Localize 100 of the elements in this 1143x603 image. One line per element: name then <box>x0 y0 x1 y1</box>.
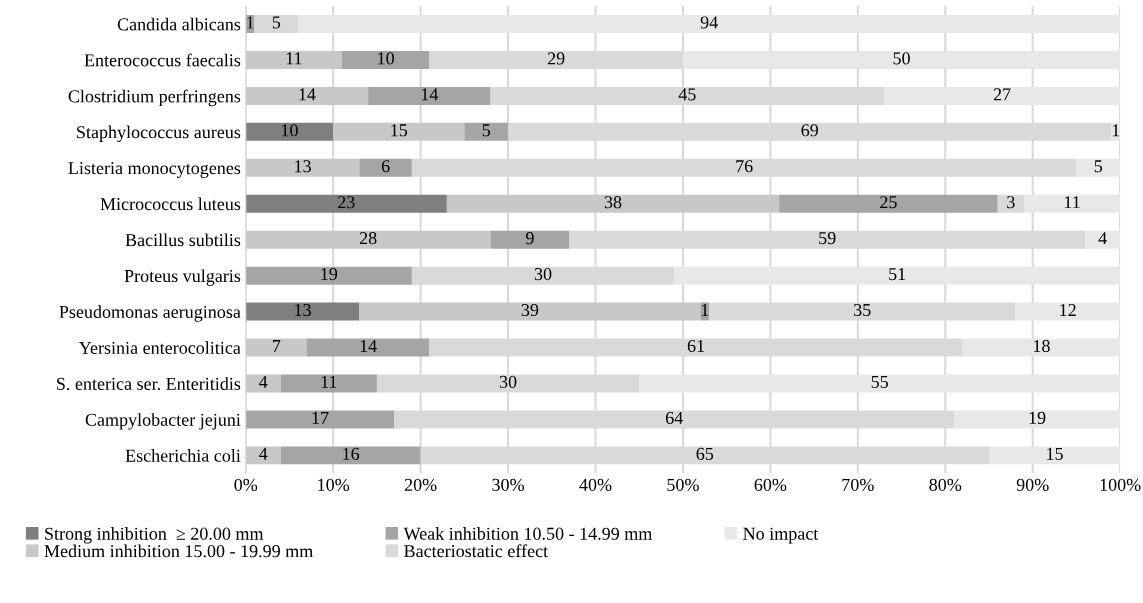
bar <box>1076 158 1121 177</box>
bar <box>682 50 1121 69</box>
data-label: 1 <box>701 304 709 316</box>
data-label: 64 <box>665 411 683 424</box>
x-tick-label: 40% <box>579 478 612 491</box>
y-tick-label: Micrococcus luteus <box>100 197 241 211</box>
bar <box>333 122 465 141</box>
data-label: 10 <box>282 124 298 137</box>
data-label: 5 <box>272 16 281 29</box>
legend-label: No impact <box>743 527 819 544</box>
data-label: 3 <box>1007 196 1015 209</box>
bar <box>1023 194 1121 213</box>
y-tick-label: Listeria monocytogenes <box>68 162 241 178</box>
bar <box>254 15 299 33</box>
bar <box>245 338 307 357</box>
bar <box>368 86 491 105</box>
data-label: 11 <box>1064 196 1080 209</box>
data-label: 11 <box>321 375 337 388</box>
data-label: 51 <box>889 268 906 281</box>
data-label: 10 <box>378 52 394 65</box>
y-tick-label: Proteus vulgaris <box>124 269 241 286</box>
data-label: 39 <box>521 303 539 317</box>
bar <box>245 374 281 393</box>
data-label: 14 <box>421 88 439 101</box>
x-tick-label: 0% <box>234 478 258 491</box>
bar <box>988 446 1121 465</box>
data-label: 15 <box>1047 447 1063 460</box>
bar <box>298 15 1121 33</box>
bar <box>464 122 509 141</box>
data-label: 27 <box>993 88 1011 101</box>
y-tick-label: Yersinia enterocolitica <box>78 341 241 354</box>
legend-label: Bacteriostatic effect <box>404 544 548 558</box>
data-label: 94 <box>700 16 718 29</box>
data-label: 19 <box>321 268 338 281</box>
x-tick-label: 60% <box>754 478 787 491</box>
bar <box>341 50 430 69</box>
y-tick-label: Enterococcus faecalis <box>84 53 241 67</box>
data-label: 5 <box>482 124 491 137</box>
bar <box>245 230 491 249</box>
data-label: 13 <box>295 160 311 173</box>
data-label: 28 <box>359 232 377 245</box>
bar <box>245 302 360 321</box>
x-tick-label: 20% <box>404 478 437 491</box>
bar <box>674 266 1121 285</box>
y-tick-label: Candida albicans <box>117 17 241 31</box>
bar <box>245 86 369 105</box>
data-label: 38 <box>604 196 622 209</box>
data-label: 13 <box>295 303 311 317</box>
bar <box>245 50 342 69</box>
data-label: 61 <box>687 339 704 353</box>
bar <box>245 410 395 429</box>
y-tick-label: Pseudomonas aeruginosa <box>59 305 241 322</box>
x-tick-label: 10% <box>318 478 350 491</box>
data-label: 9 <box>525 232 534 245</box>
data-label: 50 <box>893 52 910 65</box>
data-label: 30 <box>499 375 517 388</box>
bar <box>779 194 998 213</box>
data-label: 76 <box>736 160 753 173</box>
data-label: 11 <box>286 52 302 65</box>
legend-label: Strong inhibition ≥ 20.00 mm <box>45 527 264 544</box>
bar <box>1015 302 1121 321</box>
bar <box>490 230 570 249</box>
bar <box>962 338 1121 357</box>
data-label: 14 <box>299 88 316 101</box>
data-label: 69 <box>801 124 819 137</box>
data-label: 7 <box>273 340 281 352</box>
data-label: 17 <box>312 411 329 424</box>
bar <box>1085 230 1121 249</box>
y-tick-label: Escherichia coli <box>125 449 241 462</box>
y-tick-label: S. enterica ser. Enteritidis <box>57 377 241 391</box>
data-label: 4 <box>1098 232 1107 245</box>
bar <box>446 194 780 213</box>
x-tick-label: 100% <box>1100 478 1141 491</box>
data-label: 15 <box>391 124 408 137</box>
x-tick-label: 90% <box>1016 478 1049 491</box>
x-tick-label: 80% <box>929 478 962 491</box>
y-tick-label: Clostridium perfringens <box>68 89 241 107</box>
data-label: 1 <box>1112 124 1120 137</box>
bar <box>639 374 1121 393</box>
x-tick-label: 30% <box>492 478 524 491</box>
y-tick-label: Staphylococcus aureus <box>77 125 241 143</box>
legend-label: Medium inhibition 15.00 - 19.99 mm <box>44 544 314 558</box>
data-label: 5 <box>1094 160 1103 173</box>
legend-label: Weak inhibition 10.50 - 14.99 mm <box>403 527 653 540</box>
data-label: 18 <box>1034 339 1050 353</box>
data-label: 1 <box>247 16 254 29</box>
data-label: 25 <box>880 196 897 209</box>
y-tick-label: Bacillus subtilis <box>125 233 241 247</box>
data-label: 19 <box>1029 411 1046 424</box>
bar <box>997 194 1024 213</box>
x-tick-label: 70% <box>842 478 874 491</box>
bar <box>245 122 334 141</box>
data-label: 55 <box>871 376 888 388</box>
data-label: 59 <box>819 232 836 245</box>
data-label: 65 <box>696 447 714 460</box>
x-tick-label: 50% <box>667 478 699 491</box>
data-label: 29 <box>547 52 565 65</box>
data-label: 16 <box>343 447 360 460</box>
bar <box>280 446 421 465</box>
bar <box>245 446 281 465</box>
